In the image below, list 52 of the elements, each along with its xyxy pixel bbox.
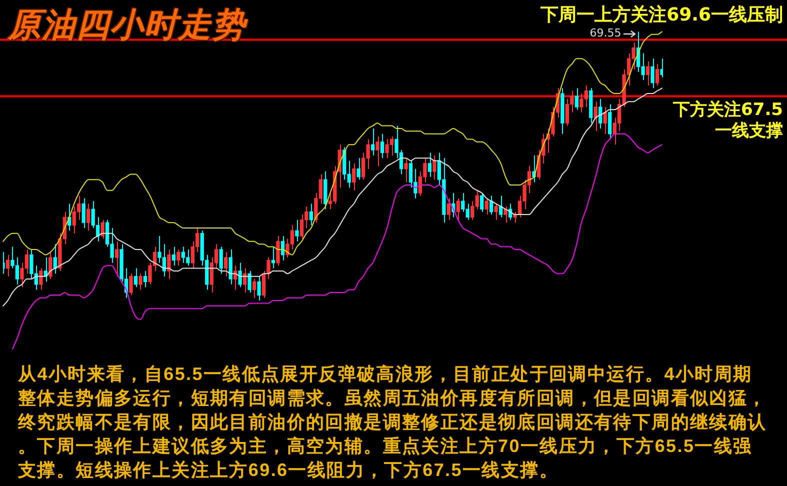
annotation: 69.55 [590, 26, 622, 40]
candlestick [114, 240, 119, 277]
candlestick [646, 60, 650, 86]
candlestick [404, 158, 408, 183]
candlestick [138, 273, 142, 290]
candlestick [494, 203, 498, 220]
candlestick [655, 63, 660, 86]
candlestick [504, 206, 508, 224]
chart-title: 原油四小时走势 [8, 4, 246, 46]
candlestick [228, 248, 232, 285]
candlestick [252, 278, 256, 298]
candlestick [248, 270, 252, 293]
candlestick [295, 219, 299, 242]
candlestick [224, 252, 228, 277]
candlestick [574, 88, 578, 110]
candlestick [82, 198, 86, 228]
candlestick [480, 192, 484, 212]
ref-line-label: 下方关注67.5一线支撑 [672, 100, 783, 142]
candlestick [39, 268, 43, 290]
candlestick [484, 198, 488, 216]
candlestick [352, 162, 356, 191]
ref-line-label: 下周一上方关注69.6一线压制 [540, 4, 783, 26]
candlestick [86, 203, 90, 232]
candlestick [257, 276, 261, 302]
candlestick [100, 219, 104, 240]
candlestick [432, 154, 436, 180]
candlestick [6, 254, 10, 277]
candlestick [276, 236, 280, 266]
candlestick [129, 273, 133, 296]
candlestick [603, 106, 607, 134]
candlestick [309, 203, 313, 226]
candlestick [594, 101, 598, 132]
candlestick [650, 58, 654, 89]
candlestick [456, 198, 460, 220]
candlestick [370, 128, 375, 156]
candlestick [143, 270, 148, 288]
candlestick [660, 58, 663, 78]
candlestick [172, 246, 176, 266]
text: 从4小时来看，自65.5一线低点展开反弹破高浪形，目前正处于回调中运行。4小时周期整体走势偏多运行，短期有回调需求。虽然周五油价再度有所回调，但是回调看似凶猛，终究跌幅不是有限，因此目前油价的回撤是调整修正还是彻底回调还有待下周的继续确认。下周一操作上建议低多为主，高空为辅。重点关注上方70一线压力，下方65.5一线强支撑。短线操作上关注上方69.6一线阻力，下方67.5一线支撑。 [18, 363, 768, 482]
candlestick [446, 198, 450, 220]
candlestick [134, 268, 138, 288]
candlestick [53, 244, 57, 274]
candlestick [176, 248, 180, 266]
candlestick [598, 98, 602, 129]
candlestick [608, 104, 612, 140]
candlestick [428, 152, 432, 178]
candlestick [219, 246, 223, 274]
candlestick [356, 158, 360, 180]
candlestick [238, 262, 242, 288]
candlestick [380, 133, 384, 159]
candlestick [167, 248, 171, 280]
candlestick [376, 136, 380, 167]
